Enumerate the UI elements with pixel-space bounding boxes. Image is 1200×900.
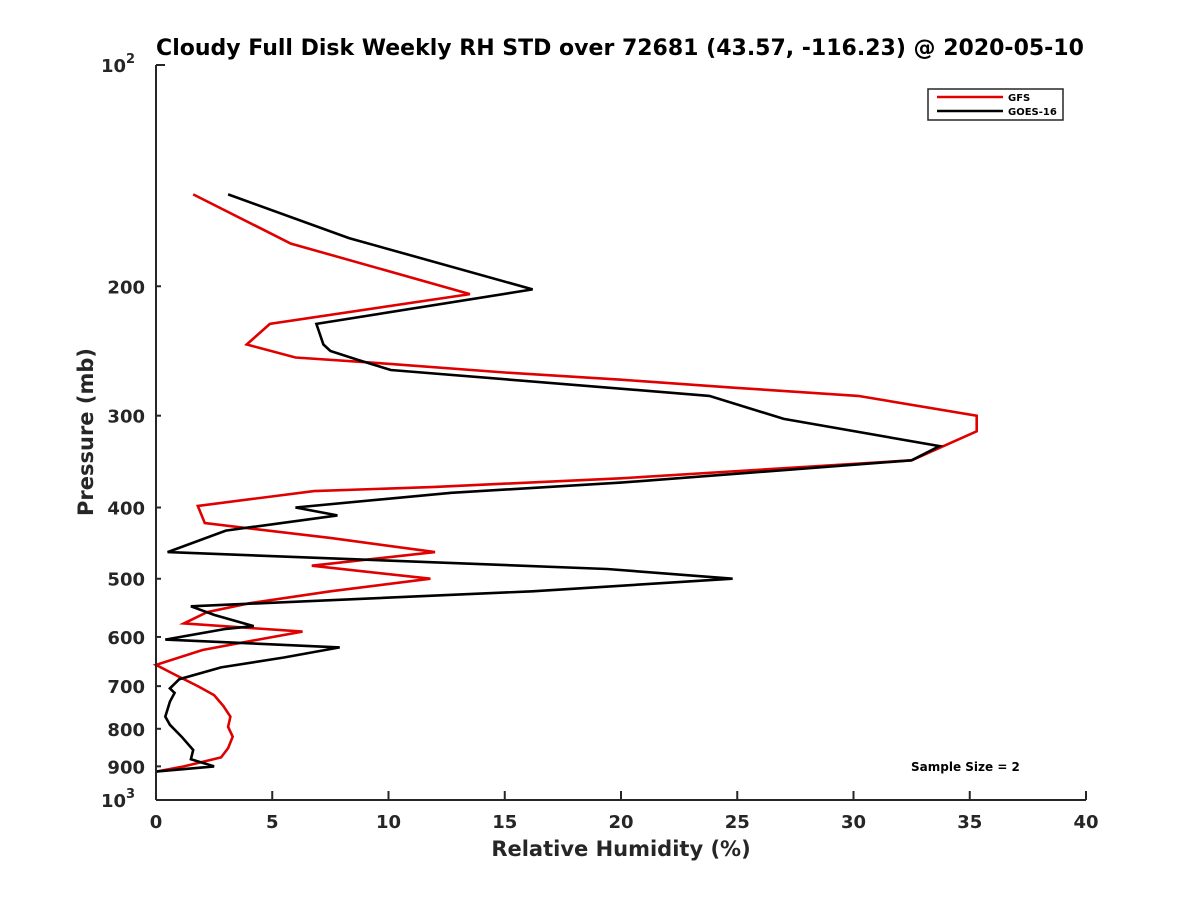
x-tick-label: 40 xyxy=(1073,812,1098,833)
series-line-goes-16 xyxy=(155,193,944,773)
y-tick-label: 500 xyxy=(107,570,145,591)
axes-group xyxy=(155,65,1086,801)
legend: GFS GOES-16 xyxy=(927,88,1064,121)
plot-series-group xyxy=(152,193,979,773)
x-tick-label: 20 xyxy=(608,812,633,833)
sample-size-annotation: Sample Size = 2 xyxy=(911,760,1020,774)
x-tick-label: 10 xyxy=(376,812,401,833)
y-tick-exponent: 2 xyxy=(126,52,135,67)
y-tick-exponent: 3 xyxy=(126,787,135,802)
x-tick-label: 0 xyxy=(150,812,163,833)
x-tick-label: 35 xyxy=(957,812,982,833)
y-tick-label: 10 xyxy=(101,56,126,77)
legend-label-goes-16: GOES-16 xyxy=(1008,107,1057,118)
y-tick-label: 800 xyxy=(107,720,145,741)
x-tick-label: 30 xyxy=(841,812,866,833)
y-tick-label: 300 xyxy=(107,407,145,428)
y-tick-label: 200 xyxy=(107,277,145,298)
y-axis-title: Pressure (mb) xyxy=(74,348,98,516)
y-tick-label: 10 xyxy=(101,791,126,812)
y-tick-label: 600 xyxy=(107,628,145,649)
y-tick-label: 400 xyxy=(107,499,145,520)
x-axis-title: Relative Humidity (%) xyxy=(491,837,750,861)
x-tick-label: 5 xyxy=(266,812,279,833)
y-tick-label: 900 xyxy=(107,757,145,778)
series-line-gfs xyxy=(152,193,979,773)
legend-box xyxy=(927,88,1064,121)
x-ticks-group: 0 5 10 15 20 25 30 35 40 xyxy=(150,791,1099,833)
x-tick-label: 15 xyxy=(492,812,517,833)
legend-label-gfs: GFS xyxy=(1008,93,1030,104)
y-tick-label: 700 xyxy=(107,677,145,698)
x-tick-label: 25 xyxy=(725,812,750,833)
chart-title: Cloudy Full Disk Weekly RH STD over 7268… xyxy=(156,36,1084,61)
